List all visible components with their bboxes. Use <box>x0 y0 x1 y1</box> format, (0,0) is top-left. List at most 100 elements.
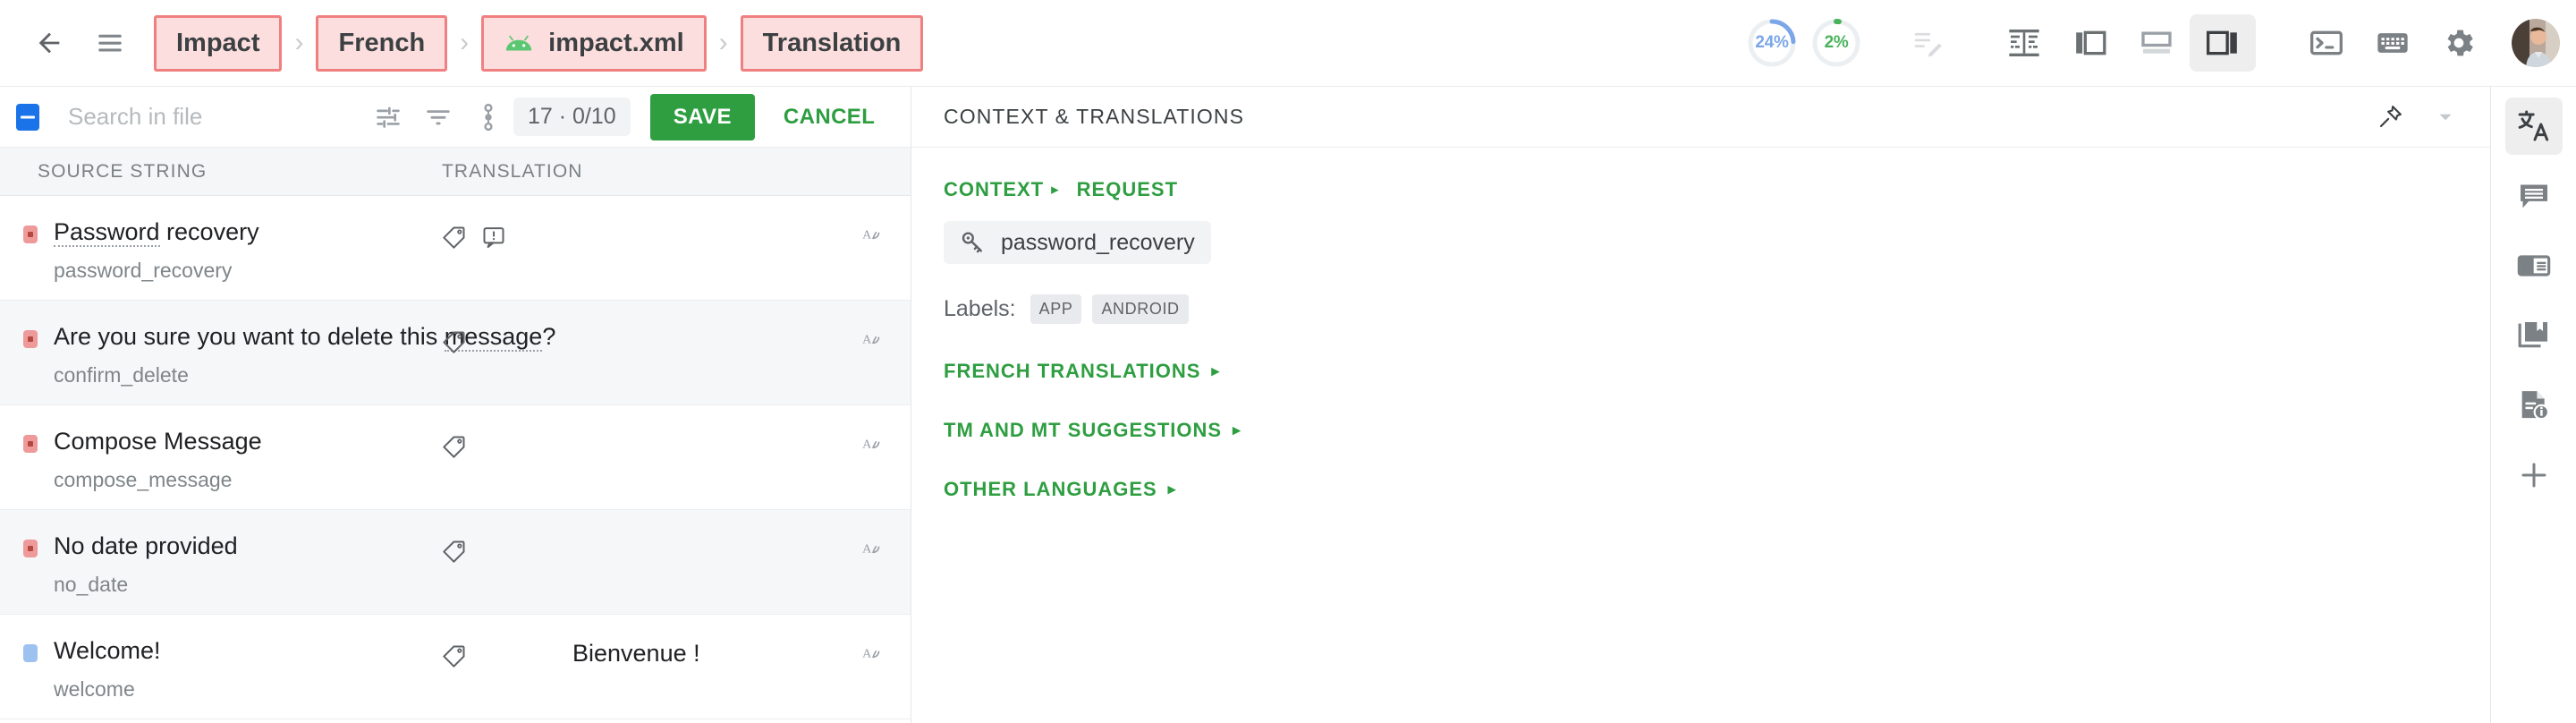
settings-button[interactable] <box>2426 14 2492 72</box>
label-chip-android[interactable]: ANDROID <box>1092 294 1189 324</box>
source-cell[interactable]: Password recovery password_recovery <box>38 196 442 283</box>
breadcrumb-label: Translation <box>762 28 902 57</box>
pin-panel-button[interactable] <box>2368 96 2411 139</box>
section-french-translations[interactable]: FRENCH TRANSLATIONS ▸ <box>944 360 2458 383</box>
comment-icon <box>2520 184 2547 208</box>
string-key-chip[interactable]: password_recovery <box>944 221 1211 264</box>
table-row[interactable]: Compose Message compose_message A <box>0 405 911 510</box>
breadcrumb-item-view[interactable]: Translation <box>740 14 924 72</box>
search-input[interactable] <box>68 103 363 131</box>
row-icons <box>442 301 558 354</box>
save-button[interactable]: SAVE <box>649 93 755 140</box>
cancel-button[interactable]: CANCEL <box>764 94 894 140</box>
workflow-chain-button[interactable] <box>463 92 513 142</box>
rail-item-add[interactable] <box>2505 447 2563 504</box>
translation-cell[interactable]: Bienvenue ! <box>572 640 700 667</box>
section-label: FRENCH TRANSLATIONS <box>944 360 1201 382</box>
context-tabs: CONTEXT ▸ REQUEST <box>944 178 2458 201</box>
translation-cell[interactable] <box>558 301 834 326</box>
source-key: password_recovery <box>54 258 233 282</box>
row-action[interactable]: A <box>834 510 911 560</box>
status-marker-untranslated <box>23 330 38 348</box>
table-row[interactable]: Are you sure you want to delete this mes… <box>0 301 911 405</box>
row-action[interactable]: A <box>834 615 911 665</box>
row-icons <box>442 405 558 459</box>
source-text-wrap: Compose Message <box>54 428 442 455</box>
source-text: Compose Message <box>54 428 262 455</box>
tune-sliders-icon <box>377 106 400 128</box>
string-counter: 17 · 0/10 <box>513 98 631 136</box>
rail-item-comments[interactable] <box>2505 167 2563 225</box>
tag-icon[interactable] <box>442 539 467 564</box>
source-cell[interactable]: Are you sure you want to delete this mes… <box>38 301 555 387</box>
row-action[interactable]: A <box>834 196 911 246</box>
section-tm-mt-suggestions[interactable]: TM AND MT SUGGESTIONS ▸ <box>944 419 2458 442</box>
progress-ring-svg <box>1812 19 1860 67</box>
rail-item-translate[interactable] <box>2504 98 2563 155</box>
file-info-icon <box>2521 391 2549 421</box>
source-key: welcome <box>54 676 135 701</box>
source-key: compose_message <box>54 467 233 491</box>
arrow-left-icon <box>38 32 60 54</box>
row-icons <box>442 615 558 668</box>
tune-settings-button[interactable] <box>363 92 413 142</box>
label-chip-app[interactable]: APP <box>1030 294 1082 324</box>
tag-icon[interactable] <box>442 643 467 668</box>
breadcrumb-item-file[interactable]: impact.xml <box>481 14 707 72</box>
svg-text:A: A <box>862 227 872 242</box>
tag-icon[interactable] <box>442 434 467 459</box>
context-panel-header: CONTEXT & TRANSLATIONS <box>911 87 2490 148</box>
table-row[interactable]: No date provided no_date A <box>0 510 911 615</box>
rail-item-screenshots[interactable] <box>2505 237 2563 294</box>
keyboard-shortcuts-button[interactable] <box>2360 14 2426 72</box>
split-view-columns-button[interactable] <box>1991 14 2057 72</box>
terminal-button[interactable] <box>2293 14 2360 72</box>
edit-list-button[interactable] <box>1894 14 1961 72</box>
breadcrumb-label: Impact <box>176 28 260 57</box>
section-other-languages[interactable]: OTHER LANGUAGES ▸ <box>944 478 2458 501</box>
auto-translate-icon: A <box>862 646 880 660</box>
table-row[interactable]: Password recovery password_recovery <box>0 196 911 301</box>
avatar[interactable] <box>2512 19 2560 67</box>
side-rail <box>2490 87 2576 723</box>
comment-alert-icon[interactable] <box>481 225 506 250</box>
menu-button[interactable] <box>86 19 134 67</box>
source-text: No date provided <box>54 532 238 559</box>
source-text: Are you sure you want to delete this <box>54 323 445 350</box>
layout-left-panel-button[interactable] <box>2057 14 2123 72</box>
svg-text:A: A <box>862 437 872 451</box>
main-body: 17 · 0/10 SAVE CANCEL <box>0 87 2576 723</box>
source-cell[interactable]: No date provided no_date <box>38 510 442 597</box>
source-cell[interactable]: Welcome! welcome <box>38 615 442 702</box>
breadcrumb: Impact › French › impact.xml › Translati… <box>154 14 924 72</box>
tag-icon[interactable] <box>442 225 467 250</box>
breadcrumb-item-project[interactable]: Impact <box>154 14 283 72</box>
status-marker-untranslated <box>23 435 38 453</box>
layout-right-panel-button[interactable] <box>2190 14 2256 72</box>
source-text-wrap: Welcome! <box>54 637 442 665</box>
tab-request[interactable]: REQUEST <box>1076 178 1179 200</box>
column-header-source: SOURCE STRING <box>38 160 208 182</box>
translation-cell[interactable] <box>558 510 834 535</box>
select-all-checkbox[interactable] <box>16 103 39 131</box>
auto-translate-icon: A <box>862 437 880 451</box>
approved-progress-ring[interactable]: 2% <box>1810 17 1862 69</box>
editor-toolbar: 17 · 0/10 SAVE CANCEL <box>0 87 1089 148</box>
tab-context[interactable]: CONTEXT <box>944 178 1045 200</box>
translated-progress-ring[interactable]: 24% <box>1746 17 1798 69</box>
table-row[interactable]: Welcome! welcome Bienvenue ! A <box>0 615 911 719</box>
tag-icon[interactable] <box>442 329 467 354</box>
row-action[interactable]: A <box>834 301 911 351</box>
translation-cell[interactable] <box>558 196 834 221</box>
translation-cell[interactable] <box>558 405 834 430</box>
row-action[interactable]: A <box>834 405 911 455</box>
layout-top-panel-button[interactable] <box>2123 14 2190 72</box>
source-cell[interactable]: Compose Message compose_message <box>38 405 442 492</box>
rail-item-file-info[interactable] <box>2505 377 2563 434</box>
translate-icon <box>2518 110 2548 141</box>
breadcrumb-item-language[interactable]: French <box>316 14 448 72</box>
filter-button[interactable] <box>413 92 463 142</box>
rail-item-glossary[interactable] <box>2505 307 2563 364</box>
back-button[interactable] <box>25 19 73 67</box>
collapse-panel-button[interactable] <box>2424 96 2467 139</box>
